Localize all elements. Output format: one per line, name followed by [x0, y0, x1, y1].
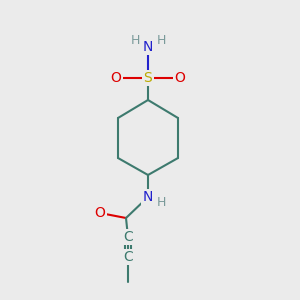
Text: C: C — [123, 230, 133, 244]
Text: H: H — [156, 196, 166, 208]
Text: C: C — [123, 250, 133, 264]
Text: N: N — [143, 40, 153, 54]
Text: H: H — [156, 34, 166, 46]
Text: O: O — [111, 71, 122, 85]
Text: O: O — [175, 71, 185, 85]
Text: O: O — [94, 206, 105, 220]
Text: N: N — [143, 190, 153, 204]
Text: H: H — [130, 34, 140, 46]
Text: S: S — [144, 71, 152, 85]
